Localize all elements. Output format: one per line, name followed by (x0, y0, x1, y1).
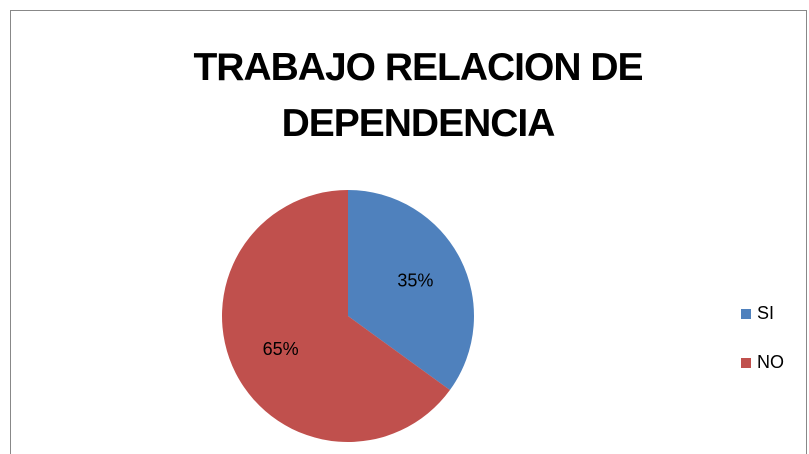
pie-slice (221, 190, 450, 443)
pie-slice (348, 190, 475, 391)
data-label: 35% (397, 270, 433, 290)
legend-label: NO (757, 352, 784, 372)
chart-border (10, 10, 807, 454)
legend-label: SI (757, 303, 774, 323)
data-label: 65% (263, 339, 299, 359)
legend-swatch (741, 358, 751, 368)
chart-title: TRABAJO RELACION DE DEPENDENCIA (193, 46, 643, 145)
legend-swatch (741, 309, 751, 319)
